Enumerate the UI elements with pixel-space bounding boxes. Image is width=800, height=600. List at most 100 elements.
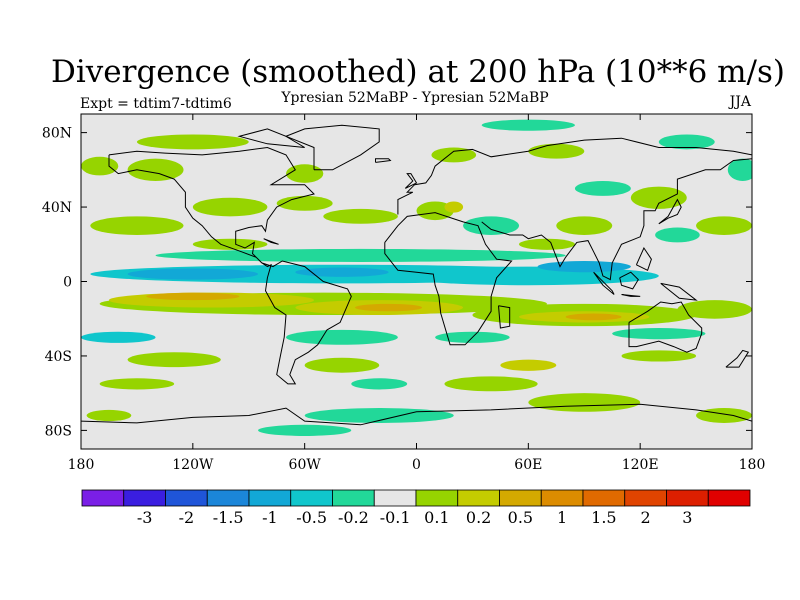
coastline-9 xyxy=(404,173,418,189)
field-nh-80-cyan-2 xyxy=(658,134,715,150)
colorbar-swatch xyxy=(499,489,542,507)
field-io-band-orange xyxy=(565,313,622,321)
colorbar-swatch xyxy=(415,489,459,507)
colorbar-swatch xyxy=(540,489,584,507)
right-label: JJA xyxy=(728,94,752,110)
x-tick-label: 180 xyxy=(68,457,95,473)
x-tick-label: 60E xyxy=(514,457,542,473)
map-area xyxy=(81,114,752,449)
field-nh-20-green-2 xyxy=(192,238,268,250)
colorbar: -3 -2 -1.5 -1 -0.5 -0.2 -0.1 0.1 0.2 0.5 1 1.5 2 3 xyxy=(81,489,751,527)
x-tick-label: 120W xyxy=(172,457,214,473)
coastline-15 xyxy=(725,349,750,368)
field-sh-40-green-2 xyxy=(304,357,380,373)
colorbar-label: 2 xyxy=(641,508,651,527)
field-sh-mid-cyan-2 xyxy=(612,328,706,340)
colorbar-label: 1 xyxy=(557,508,567,527)
field-band-eq-dark-3 xyxy=(537,261,631,273)
colorbar-label: -0.2 xyxy=(338,508,369,527)
field-nh-40-olive xyxy=(444,201,464,213)
field-ssh-band-orange xyxy=(146,292,240,301)
field-sh-40-olive xyxy=(500,359,557,371)
colorbar-label: 0.5 xyxy=(508,508,533,527)
coastline-6 xyxy=(81,403,752,426)
colorbar-label: -0.1 xyxy=(380,508,411,527)
y-tick-label: 80N xyxy=(42,126,72,142)
x-tick-label: 0 xyxy=(412,457,421,473)
colorbar-swatch xyxy=(457,489,500,507)
field-nh-40-cyan xyxy=(463,216,520,235)
colorbar-swatch xyxy=(582,489,626,507)
field-nh-40-green xyxy=(192,197,268,217)
y-tick-label: 80S xyxy=(45,423,72,439)
field-nh-70-cyan-far xyxy=(727,158,752,181)
coastline-3 xyxy=(481,158,752,281)
field-sh-55-green xyxy=(444,376,538,392)
left-label: Expt = tdtim7-tdtim6 xyxy=(80,96,232,112)
field-sh-80-green xyxy=(696,408,752,423)
center-label: Ypresian 52MaBP - Ypresian 52MaBP xyxy=(280,90,548,106)
field-band-eq-dark-2 xyxy=(295,267,389,277)
field-sh-mid-cyan xyxy=(81,331,156,343)
coastline-0 xyxy=(108,146,352,385)
colorbar-label: -2 xyxy=(179,508,195,527)
field-sh-40-green xyxy=(127,352,221,368)
field-nh-30-cyan xyxy=(655,227,700,243)
colorbar-label: -3 xyxy=(137,508,153,527)
colorbar-label: 1.5 xyxy=(591,508,616,527)
field-nh-80-cyan xyxy=(481,119,575,131)
field-nh-60-green xyxy=(127,158,184,181)
coastline-16 xyxy=(375,158,392,163)
colorbar-swatch xyxy=(666,489,709,507)
x-tick-label: 60W xyxy=(289,457,322,473)
coastline-7 xyxy=(284,124,380,171)
field-nh-40-green-5 xyxy=(696,216,752,235)
colorbar-swatch xyxy=(332,489,375,507)
coastline-4 xyxy=(628,301,703,353)
field-nh-70-green-2 xyxy=(431,147,477,163)
colorbar-swatch xyxy=(290,489,333,507)
y-tick-label: 0 xyxy=(63,275,72,291)
field-ssh-band-orange-2 xyxy=(354,303,423,312)
coastline-2 xyxy=(384,212,513,346)
field-nh-40-green-4 xyxy=(556,216,613,235)
coastline-18 xyxy=(635,246,652,271)
field-nh-60-green-2 xyxy=(286,164,324,183)
field-nh-30-green xyxy=(90,216,184,235)
colorbar-swatch xyxy=(206,489,250,507)
field-sh-40-green-3 xyxy=(621,350,697,362)
coastline-5 xyxy=(498,305,511,329)
field-sh-80-cyan xyxy=(258,424,352,436)
coastline-8 xyxy=(237,128,305,148)
colorbar-swatch xyxy=(624,489,667,507)
x-tick-label: 120E xyxy=(622,457,659,473)
colorbar-swatch xyxy=(373,489,417,507)
coastline-13 xyxy=(619,271,639,290)
field-sh-55-cyan xyxy=(351,378,408,390)
colorbar-label: 0.2 xyxy=(466,508,491,527)
coastline-14 xyxy=(660,282,698,301)
field-sh-80-green-2 xyxy=(86,409,132,422)
y-tick-label: 40N xyxy=(42,200,72,216)
colorbar-label: 3 xyxy=(682,508,692,527)
field-sh-55-green-2 xyxy=(99,378,175,390)
coastline-layer xyxy=(81,124,752,426)
coastline-10 xyxy=(658,198,682,225)
coastline-11 xyxy=(593,271,615,295)
field-sh-mid-green xyxy=(286,329,398,345)
field-nh-20-green xyxy=(519,238,575,250)
field-nh-30-green-2 xyxy=(323,208,398,224)
field-sh-70-green xyxy=(528,393,641,412)
field-nh-60-green-3 xyxy=(81,156,119,176)
colorbar-swatch xyxy=(123,489,166,507)
colorbar-swatch xyxy=(248,489,292,507)
colorbar-swatch xyxy=(81,489,125,507)
field-nh-50-green xyxy=(630,186,687,209)
field-sp-band-green xyxy=(677,300,752,319)
colorbar-label: 0.1 xyxy=(424,508,449,527)
x-tick-label: 180 xyxy=(739,457,766,473)
colorbar-swatch xyxy=(165,489,208,507)
colorbar-swatch xyxy=(707,489,751,507)
